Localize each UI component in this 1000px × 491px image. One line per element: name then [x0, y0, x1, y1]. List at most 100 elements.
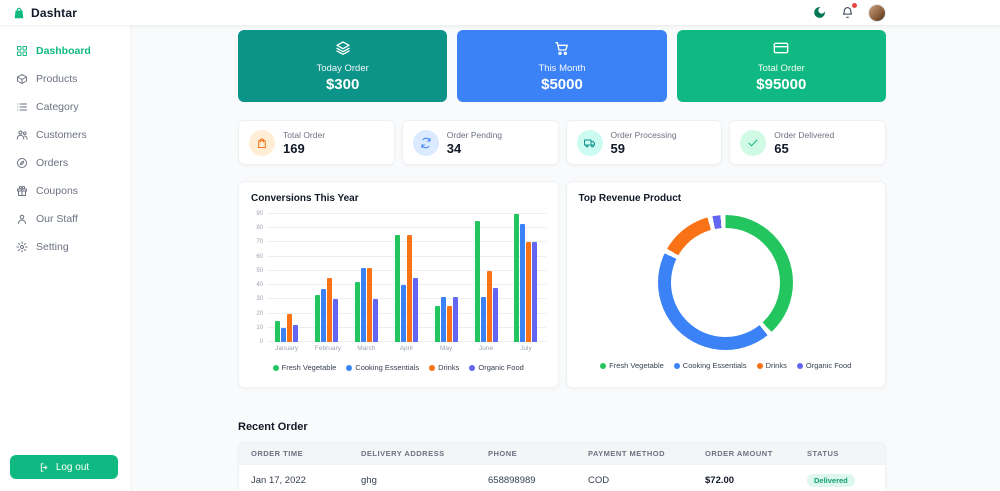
bar-organic-food	[412, 278, 418, 342]
table-row: Jan 17, 2022 ghg 658898989 COD $72.00 Deliver…	[239, 464, 885, 491]
column-header-delivery-address: Delivery Address	[361, 449, 445, 458]
summary-card-amount: $5000	[541, 75, 583, 93]
bar-drinks	[326, 278, 332, 342]
table-body: Jan 17, 2022 ghg 658898989 COD $72.00 Deliver…	[239, 464, 885, 491]
bar-organic-food	[293, 324, 298, 342]
stat-card-order-delivered: Order Delivered 65	[729, 120, 886, 165]
sidebar: Dashboard Products Category Customers Orders…	[0, 25, 130, 491]
legend-item-fresh-vegetable: Fresh Vegetable	[600, 361, 664, 370]
x-tick-label: February	[314, 345, 341, 352]
bar-drinks	[446, 306, 452, 342]
stat-cards: Total Order 169 Order Pending 34 Order Proce…	[238, 120, 886, 165]
donut-chart-legend: Fresh Vegetable Cooking Essentials Drinks O…	[579, 361, 874, 370]
user-avatar[interactable]	[868, 3, 886, 22]
legend-item-organic-food: Organic Food	[469, 363, 524, 372]
legend-dot	[600, 362, 607, 369]
sidebar-item-label: Category	[36, 101, 79, 113]
bar-group-july	[514, 214, 538, 342]
sidebar-nav: Dashboard Products Category Customers Orders…	[0, 25, 130, 261]
sidebar-item-orders[interactable]: Orders	[0, 149, 130, 177]
list-icon	[16, 101, 28, 113]
legend-label: Organic Food	[478, 363, 524, 372]
bar-organic-food	[532, 242, 538, 342]
x-tick-label: March	[357, 345, 376, 352]
dark-mode-toggle[interactable]	[812, 5, 827, 20]
bar-drinks	[406, 235, 412, 342]
y-tick-label: 30	[256, 296, 263, 303]
stat-card-value: 59	[610, 140, 625, 156]
bar-cooking-essentials	[320, 289, 326, 342]
topbar: Dashtar	[0, 0, 1000, 25]
sidebar-item-customers[interactable]: Customers	[0, 121, 130, 149]
grid-icon	[16, 45, 28, 57]
y-tick-label: 10	[256, 324, 263, 331]
y-tick-label: 80	[256, 225, 263, 232]
user-icon	[16, 213, 28, 225]
legend-item-organic-food: Organic Food	[796, 361, 851, 370]
credit-card-icon	[773, 40, 789, 61]
y-tick-label: 90	[256, 211, 263, 217]
gridline	[267, 227, 546, 229]
summary-card-title: Today Order	[316, 62, 369, 74]
stat-card-label: Order Pending	[446, 129, 503, 140]
revenue-chart-title: Top Revenue Product	[578, 193, 682, 204]
main-content: Today Order $300 This Month $5000 Total Orde…	[130, 25, 1000, 491]
legend-label: Cooking Essentials	[355, 363, 420, 372]
status-cell: Delivered	[807, 474, 873, 487]
bar-fresh-vegetable	[514, 214, 520, 342]
app-logo[interactable]: Dashtar	[12, 6, 77, 20]
summary-card-today-order: Today Order $300	[238, 30, 448, 102]
sidebar-item-coupons[interactable]: Coupons	[0, 177, 130, 205]
bar-chart-legend: Fresh Vegetable Cooking Essentials Drinks O…	[251, 363, 546, 372]
notifications-button[interactable]	[840, 2, 858, 20]
bar-drinks	[287, 313, 292, 342]
stat-card-label: Total Order	[283, 129, 326, 140]
legend-item-drinks: Drinks	[756, 361, 787, 370]
x-tick-label: June	[478, 345, 494, 352]
gridline	[267, 298, 546, 300]
table-cell: Jan 17, 2022	[251, 475, 306, 486]
bar-group-june	[474, 214, 498, 342]
legend-dot	[429, 364, 436, 371]
bar-cooking-essentials	[480, 296, 486, 342]
bar-organic-food	[492, 287, 498, 342]
layers-icon	[335, 40, 351, 61]
legend-dot	[469, 364, 476, 371]
check-icon	[740, 129, 767, 156]
sidebar-item-products[interactable]: Products	[0, 65, 130, 93]
table-cell: COD	[588, 475, 610, 486]
sidebar-item-label: Coupons	[36, 185, 79, 197]
summary-card-total-order: Total Order $95000	[676, 30, 886, 102]
x-tick-label: July	[520, 345, 532, 352]
summary-card-this-month: This Month $5000	[457, 30, 667, 102]
legend-label: Fresh Vegetable	[609, 361, 664, 370]
gridline	[267, 326, 546, 328]
sidebar-item-setting[interactable]: Setting	[0, 233, 130, 261]
bar-groups	[267, 214, 546, 342]
logout-button[interactable]: Log out	[10, 455, 118, 479]
sidebar-item-dashboard[interactable]: Dashboard	[0, 37, 130, 65]
stat-card-total-order: Total Order 169	[238, 120, 395, 165]
stat-card-label: Order Delivered	[774, 129, 835, 140]
x-tick-label: April	[399, 345, 413, 352]
summary-card-amount: $300	[325, 75, 360, 93]
compass-icon	[16, 157, 28, 169]
legend-label: Cooking Essentials	[682, 361, 747, 370]
legend-dot	[756, 362, 763, 369]
bar-group-january	[275, 214, 298, 342]
legend-label: Drinks	[765, 361, 787, 370]
table-header-row: Order Time Delivery Address Phone Payment M…	[239, 443, 885, 464]
bar-group-march	[354, 214, 378, 342]
sidebar-item-category[interactable]: Category	[0, 93, 130, 121]
order-amount-cell: $72.00	[705, 475, 735, 486]
legend-label: Drinks	[438, 363, 460, 372]
summary-card-amount: $95000	[756, 75, 807, 93]
shopping-bag-icon	[249, 129, 275, 156]
sidebar-item-our-staff[interactable]: Our Staff	[0, 205, 130, 233]
bar-fresh-vegetable	[394, 235, 400, 342]
recent-order-table: Order Time Delivery Address Phone Payment M…	[238, 442, 886, 491]
bar-cooking-essentials	[400, 285, 406, 342]
charts-row: Conversions This Year 0 10 20 30 40 50 60 70 80 9…	[238, 181, 886, 388]
bar-fresh-vegetable	[474, 221, 480, 342]
app-title: Dashtar	[31, 5, 78, 20]
